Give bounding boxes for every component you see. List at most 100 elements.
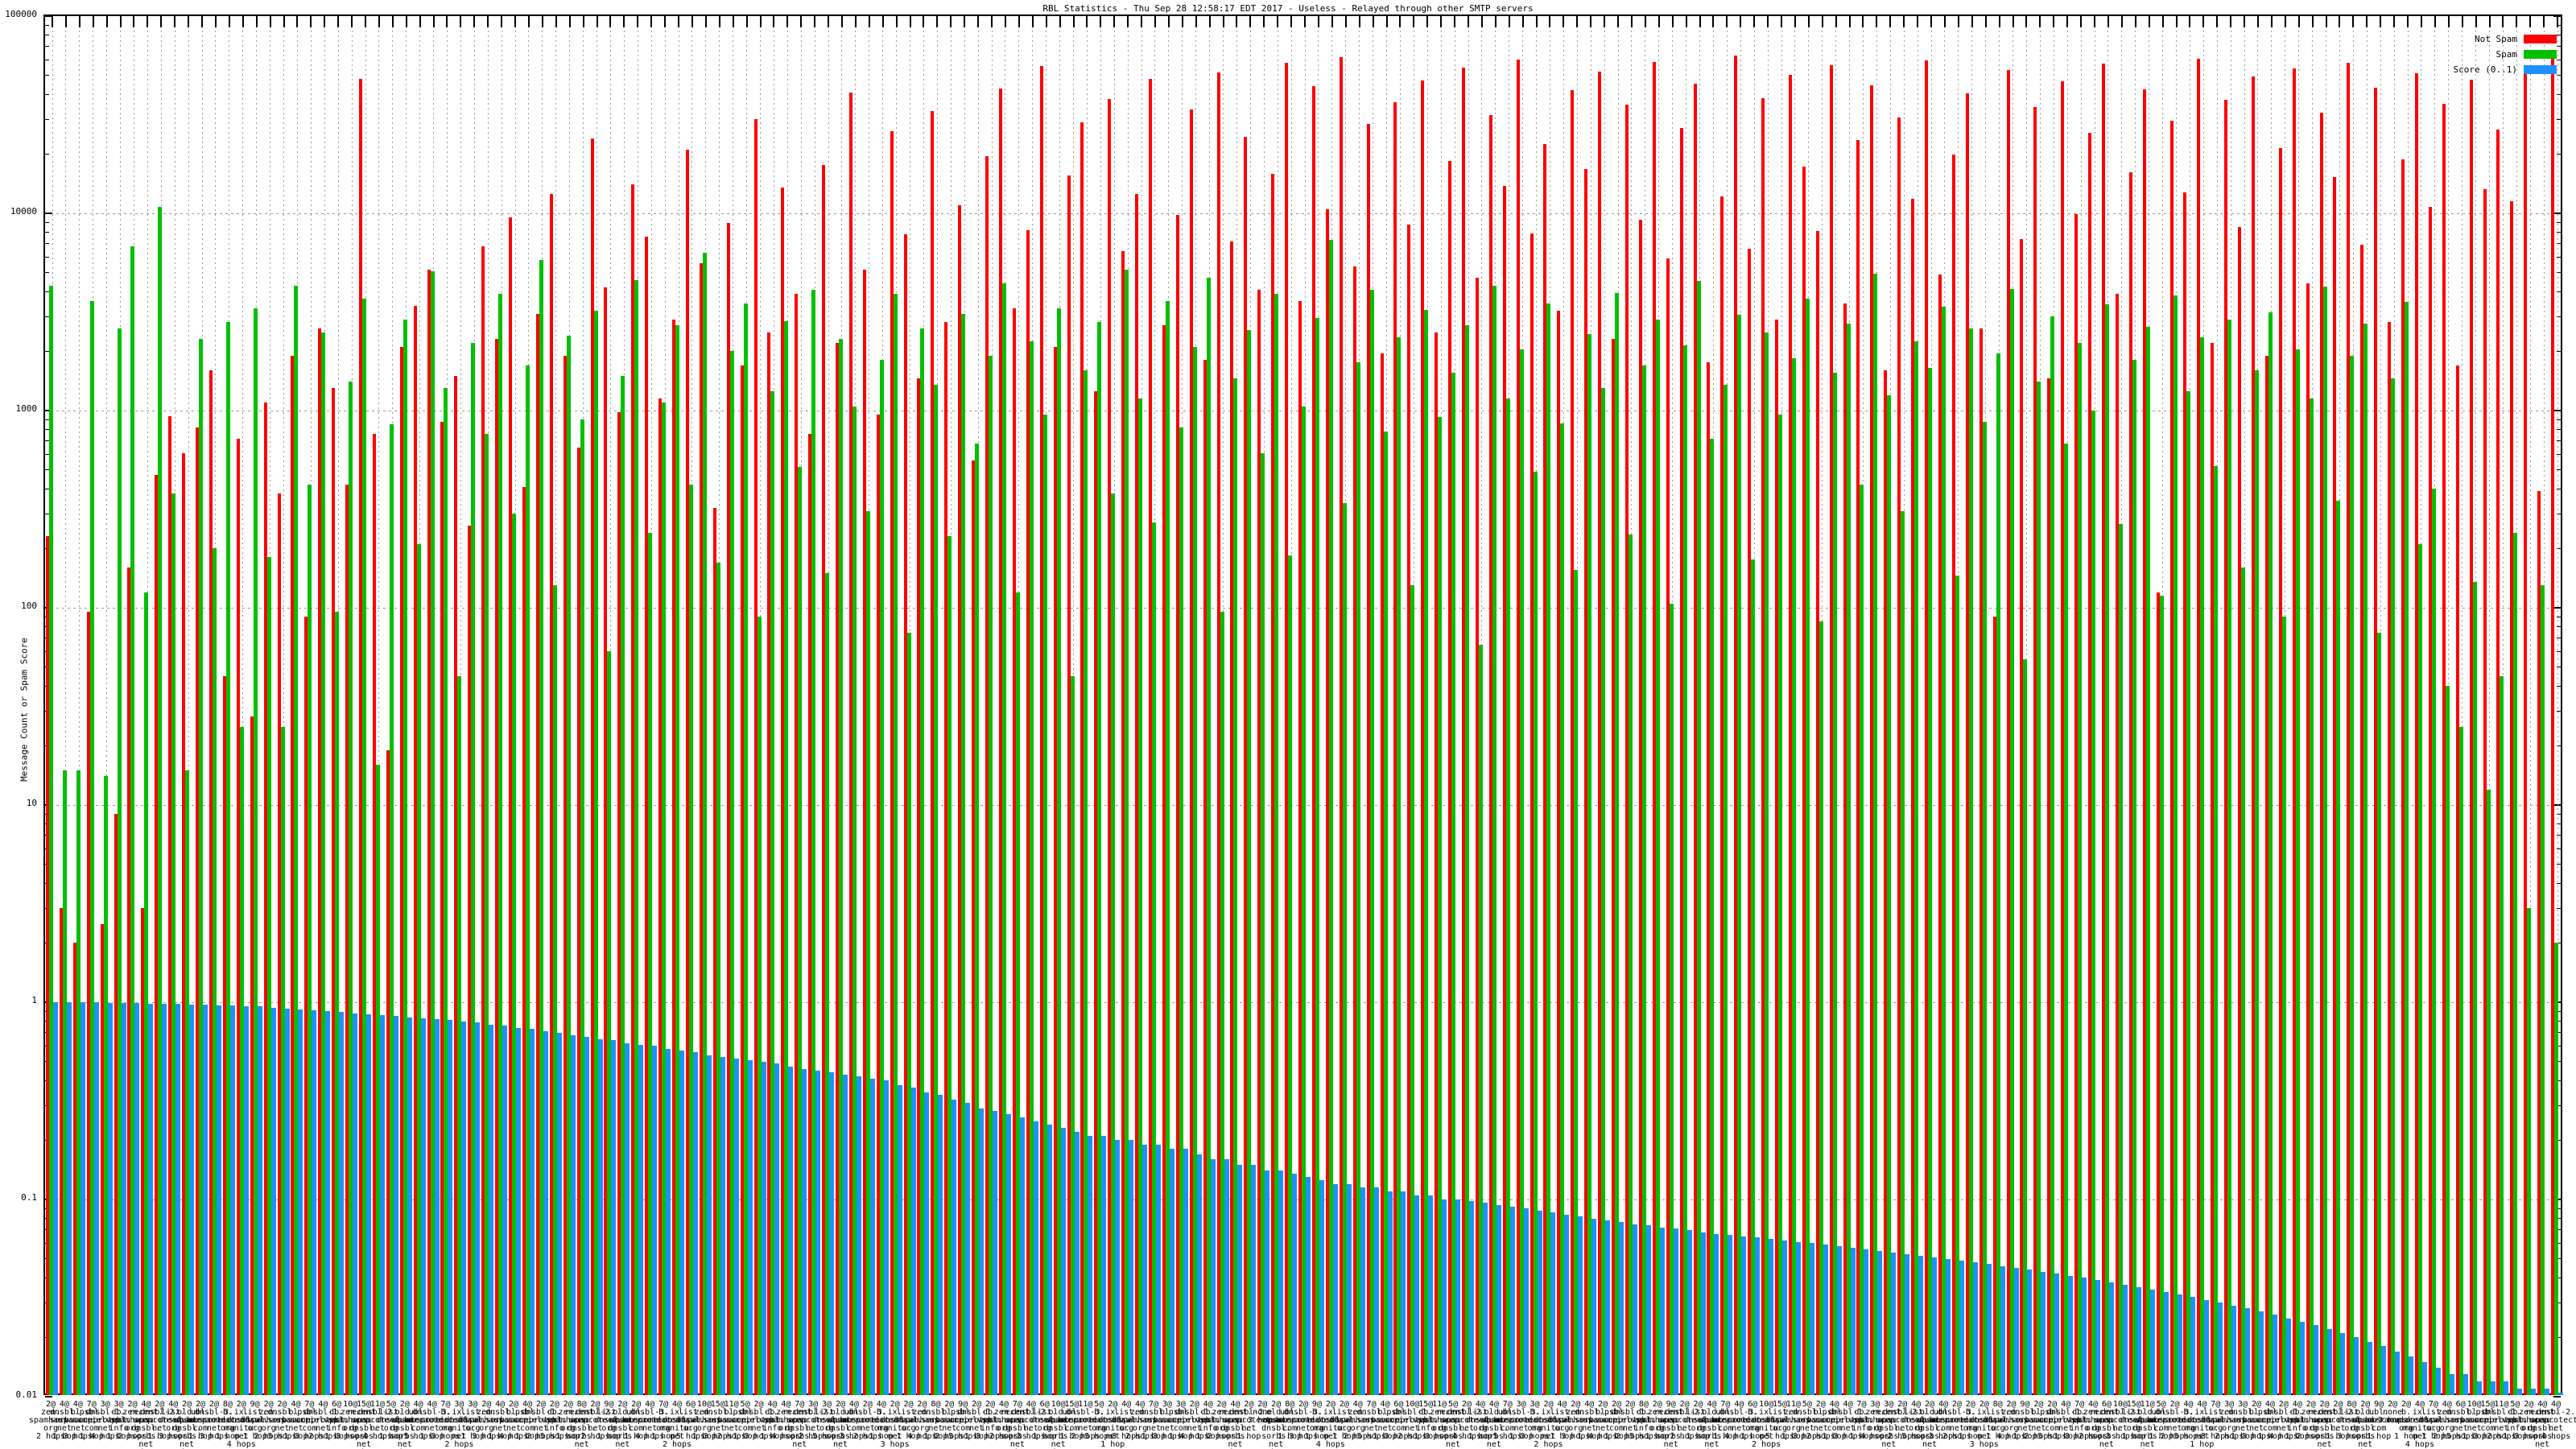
bar-score: [1537, 1210, 1542, 1395]
x-top-tick: [1100, 16, 1102, 27]
bar-score: [1877, 1250, 1883, 1395]
x-top-tick: [2012, 16, 2014, 27]
bar-spam: [825, 572, 830, 1395]
bar-spam: [2500, 675, 2504, 1395]
bar-not-spam: [2347, 62, 2351, 1395]
bar-score: [924, 1092, 930, 1395]
bar-not-spam: [263, 402, 267, 1395]
x-top-tick: [324, 16, 326, 27]
x-tick-label: 2@ dnsbl-3. uceprotect. net 2 hops: [2148, 1400, 2202, 1441]
bar-score: [2490, 1381, 2496, 1395]
bar-score: [1373, 1187, 1379, 1395]
x-top-tick: [1699, 16, 1701, 27]
x-top-tick: [991, 16, 993, 27]
bar-not-spam: [427, 269, 431, 1395]
bar-not-spam: [726, 223, 730, 1395]
bar-not-spam: [1925, 60, 1929, 1395]
bar-score: [1046, 1124, 1052, 1395]
x-tick-label: 5@ dnsbl. sorbs. net 3 hops: [1792, 1400, 1822, 1441]
x-tick-label: 3@ psbl. surriel. com 1 hop: [1161, 1400, 1200, 1441]
x-tick-label: 3@ zen. spamhaus. org 2 hops: [2207, 1400, 2252, 1441]
bar-spam: [1328, 240, 1333, 1395]
x-top-tick: [1072, 16, 1075, 27]
x-tick-label: 2@ bl. spamcop. net 2 hops: [2019, 1400, 2058, 1441]
bar-score: [1142, 1144, 1148, 1395]
x-tick-label: 10@ dnsbl-2. uceprotect. net 3 hops: [2093, 1400, 2147, 1441]
bar-not-spam: [1039, 65, 1043, 1395]
bar-not-spam: [1094, 391, 1098, 1395]
x-top-tick: [487, 16, 489, 27]
bar-score: [1509, 1206, 1515, 1395]
x-top-tick: [1590, 16, 1592, 27]
bar-score: [720, 1056, 725, 1395]
x-top-tick: [514, 16, 517, 27]
bar-score: [1319, 1180, 1324, 1395]
y-tick-label: 100000: [5, 9, 37, 19]
x-tick-label: 11@ dnsbl-3. uceprotect. net 2 hops: [1059, 1400, 1113, 1441]
x-top-tick: [1004, 16, 1006, 27]
bar-spam: [566, 335, 571, 1395]
x-top-tick: [1930, 16, 1933, 27]
y-minor-tick: [45, 232, 49, 233]
bar-spam: [62, 770, 67, 1395]
x-top-tick: [637, 16, 639, 27]
y-minor-tick: [2557, 93, 2561, 95]
bar-spam: [1574, 570, 1579, 1395]
bar-spam: [471, 343, 476, 1395]
x-tick-label: 6@ dnsbl. sorbs. net 5 hops: [2446, 1400, 2475, 1441]
bar-not-spam: [114, 814, 118, 1395]
y-minor-tick: [2557, 291, 2561, 292]
x-top-tick: [623, 16, 625, 27]
bar-score: [1428, 1195, 1434, 1395]
bar-spam: [2391, 378, 2396, 1395]
bar-not-spam: [468, 526, 472, 1395]
x-top-tick: [568, 16, 571, 27]
x-top-tick: [2161, 16, 2164, 27]
bar-score: [448, 1020, 453, 1395]
bar-not-spam: [1175, 215, 1179, 1395]
bar-score: [1632, 1224, 1637, 1395]
x-top-tick: [2352, 16, 2355, 27]
x-tick-label: 7@ psbl. surriel. com 1 hop: [72, 1400, 111, 1441]
x-tick-label: 2@ db. wpbl. info 3 hops: [975, 1400, 1005, 1441]
x-tick-label: 10@ ix. dnsbl. manitu. net 2 hops: [1749, 1400, 1784, 1449]
x-top-tick: [1889, 16, 1892, 27]
x-tick-label: 2@ none 3 hops: [2378, 1400, 2408, 1425]
legend-entry-spam: Spam: [2496, 49, 2557, 60]
bar-score: [148, 1004, 154, 1395]
y-minor-tick: [45, 291, 49, 292]
bar-not-spam: [127, 567, 131, 1395]
bar-not-spam: [1135, 194, 1139, 1395]
y-minor-tick: [45, 118, 49, 120]
x-top-tick: [337, 16, 340, 27]
x-top-tick: [2216, 16, 2219, 27]
bar-score: [1169, 1149, 1174, 1395]
vertical-gridline: [283, 16, 285, 1393]
bar-not-spam: [1652, 62, 1656, 1395]
x-top-tick: [1263, 16, 1265, 27]
x-top-tick: [964, 16, 966, 27]
legend-entry-score: Score (0..1): [2454, 64, 2557, 75]
y-minor-tick: [2557, 626, 2561, 628]
bar-spam: [975, 444, 980, 1395]
vertical-gridline: [2529, 16, 2531, 1393]
bar-not-spam: [359, 79, 362, 1395]
x-top-tick: [1127, 16, 1129, 27]
x-tick-label: 4@ zen. spamhaus. org 2 hops: [981, 1400, 1026, 1441]
x-tick-label: 3@ bl. spamcop. net 3 hops: [1147, 1400, 1187, 1441]
x-tick-label: 7@ db. wpbl. info 3 hops: [2065, 1400, 2095, 1441]
bar-not-spam: [454, 375, 458, 1395]
bar-score: [2313, 1325, 2318, 1395]
x-tick-label: 4@ zen. spamhaus. org 2 hops: [2070, 1400, 2116, 1441]
x-top-tick: [405, 16, 407, 27]
bar-score: [2204, 1299, 2210, 1395]
bar-score: [284, 1008, 290, 1395]
x-tick-label: 2@ dnsbl-2. uceprotect. net 2 hops: [1876, 1400, 1930, 1441]
x-tick-label: 8@ ubl. unsubscore. com 1 hop: [1263, 1400, 1317, 1441]
bar-not-spam: [1571, 90, 1575, 1395]
x-top-tick: [1331, 16, 1333, 27]
bar-not-spam: [808, 434, 812, 1395]
bar-not-spam: [740, 365, 744, 1395]
y-minor-tick: [2557, 882, 2561, 884]
vertical-gridline: [378, 16, 380, 1393]
